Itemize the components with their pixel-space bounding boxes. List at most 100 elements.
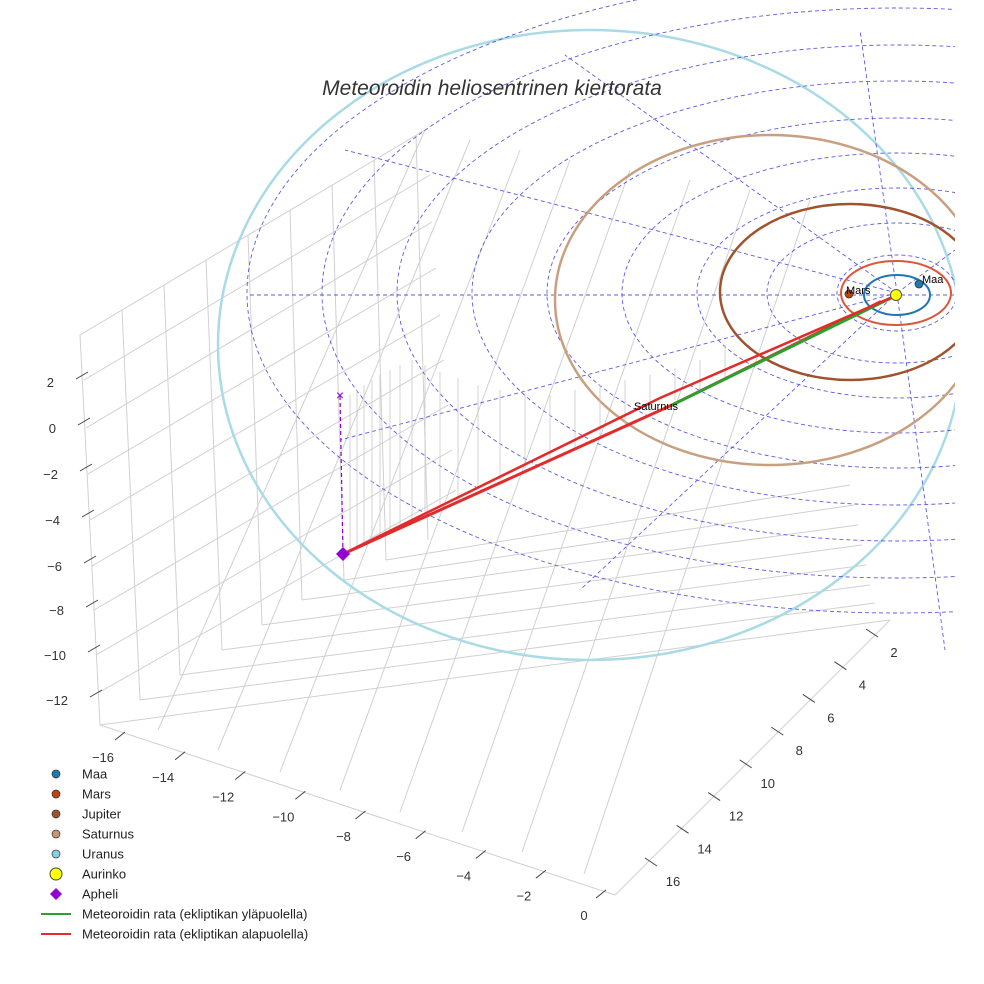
legend-item: Mars — [51, 787, 111, 802]
legend-item: Meteoroidin rata (ekliptikan alapuolella… — [41, 927, 308, 942]
saturnus-orbit — [553, 133, 955, 467]
legend-item: Uranus — [51, 847, 124, 862]
y-tick-label: 4 — [859, 678, 866, 693]
z-tick-label: 2 — [47, 375, 54, 390]
z-tick-mark — [77, 417, 91, 426]
y-tick-mark — [676, 824, 689, 834]
uranus-orbit — [216, 28, 955, 662]
z-tick-label: −4 — [45, 513, 60, 528]
legend-marker — [51, 829, 61, 839]
y-tick-label: 6 — [827, 710, 834, 725]
maa-marker — [914, 279, 924, 289]
z-tick-label: −10 — [44, 648, 66, 663]
z-tick-mark — [85, 599, 99, 608]
y-tick-mark — [865, 628, 879, 638]
x-tick-label: −12 — [212, 790, 234, 805]
box-grid — [79, 129, 891, 896]
y-tick-label: 16 — [666, 874, 680, 889]
mars-marker — [844, 289, 854, 299]
saturnus-label: Saturnus — [634, 401, 679, 413]
x-tick-label: −8 — [336, 829, 351, 844]
z-tick-label: −2 — [43, 467, 58, 482]
x-tick-label: −14 — [152, 770, 174, 785]
x-tick-label: −6 — [396, 849, 411, 864]
maa-orbit — [863, 274, 931, 316]
x-tick-mark — [355, 810, 366, 820]
y-tick-label: 12 — [729, 809, 743, 824]
x-tick-label: −2 — [516, 888, 531, 903]
aphelion-x-marker: × — [336, 387, 344, 403]
y-tick-label: 14 — [697, 841, 711, 856]
y-tick-mark — [771, 726, 784, 736]
legend-item: Saturnus — [51, 827, 135, 842]
legend-label: Maa — [82, 767, 108, 782]
orbit-below-b — [341, 294, 897, 556]
legend-label: Meteoroidin rata (ekliptikan alapuolella… — [82, 927, 308, 942]
y-axis-ticks: 2 4 6 8 10 12 14 16 — [666, 645, 898, 889]
z-tick-label: −8 — [49, 603, 64, 618]
z-axis-ticks: 2 0 −2 −4 −6 −8 −10 −12 — [43, 375, 68, 708]
jupiter-orbit — [718, 202, 955, 382]
legend-item: Meteoroidin rata (ekliptikan yläpuolella… — [41, 907, 307, 922]
mars-label: Mars — [846, 285, 871, 297]
orbit-below-a — [341, 300, 882, 556]
x-tick-mark — [475, 850, 487, 859]
z-tick-label: 0 — [49, 421, 56, 436]
z-tick-mark — [83, 555, 97, 564]
y-tick-label: 8 — [796, 743, 803, 758]
legend-item: Aurinko — [49, 867, 126, 882]
x-tick-label: −4 — [456, 869, 471, 884]
z-tick-mark — [75, 371, 89, 380]
y-tick-label: 2 — [890, 645, 897, 660]
z-tick-label: −6 — [47, 559, 62, 574]
x-tick-label: −10 — [272, 809, 294, 824]
legend-marker — [51, 849, 61, 859]
z-tick-mark — [81, 509, 95, 518]
legend: Maa Mars Jupiter Saturnus Uranus Aurinko Aphel… — [41, 767, 308, 942]
legend-marker — [50, 888, 62, 900]
z-tick-mark — [79, 463, 93, 472]
x-tick-mark — [535, 869, 547, 879]
legend-label: Apheli — [82, 887, 118, 902]
x-tick-mark — [595, 889, 607, 899]
x-tick-label: 0 — [580, 908, 587, 923]
legend-marker — [51, 789, 61, 799]
x-tick-mark — [114, 731, 126, 741]
legend-label: Meteoroidin rata (ekliptikan yläpuolella… — [82, 907, 307, 922]
legend-marker — [49, 867, 63, 881]
mars-orbit — [840, 260, 952, 326]
orbit-above — [670, 294, 897, 407]
z-tick-label: −12 — [46, 693, 68, 708]
z-tick-mark — [89, 689, 103, 698]
legend-label: Jupiter — [82, 807, 122, 822]
x-tick-mark — [234, 771, 246, 780]
y-tick-mark — [739, 759, 752, 769]
y-tick-mark — [802, 694, 816, 703]
x-axis-ticks: −16 −14 −12 −10 −8 −6 −4 −2 0 — [92, 750, 588, 923]
x-tick-mark — [415, 830, 426, 840]
z-tick-mark — [87, 644, 101, 653]
y-tick-mark — [644, 857, 658, 867]
y-tick-label: 10 — [760, 776, 774, 791]
legend-label: Aurinko — [82, 867, 126, 882]
legend-label: Uranus — [82, 847, 124, 862]
y-tick-mark — [834, 661, 847, 671]
legend-marker — [51, 809, 61, 819]
aphelion-diamond — [336, 547, 350, 561]
meteoroid-orbit — [341, 294, 897, 556]
legend-item: Jupiter — [51, 807, 122, 822]
x-tick-label: −16 — [92, 750, 114, 765]
legend-label: Mars — [82, 787, 111, 802]
x-tick-mark — [174, 751, 186, 761]
ecliptic-grid — [246, 0, 955, 651]
legend-marker — [51, 769, 61, 779]
x-tick-mark — [295, 790, 306, 800]
chart-title: Meteoroidin heliosentrinen kiertorata — [322, 77, 662, 100]
legend-item: Maa — [51, 767, 108, 782]
maa-label: Maa — [922, 274, 944, 286]
aurinko-marker — [890, 289, 902, 301]
tick-marks — [75, 371, 879, 899]
y-tick-mark — [707, 792, 721, 801]
legend-item: Apheli — [50, 887, 118, 902]
